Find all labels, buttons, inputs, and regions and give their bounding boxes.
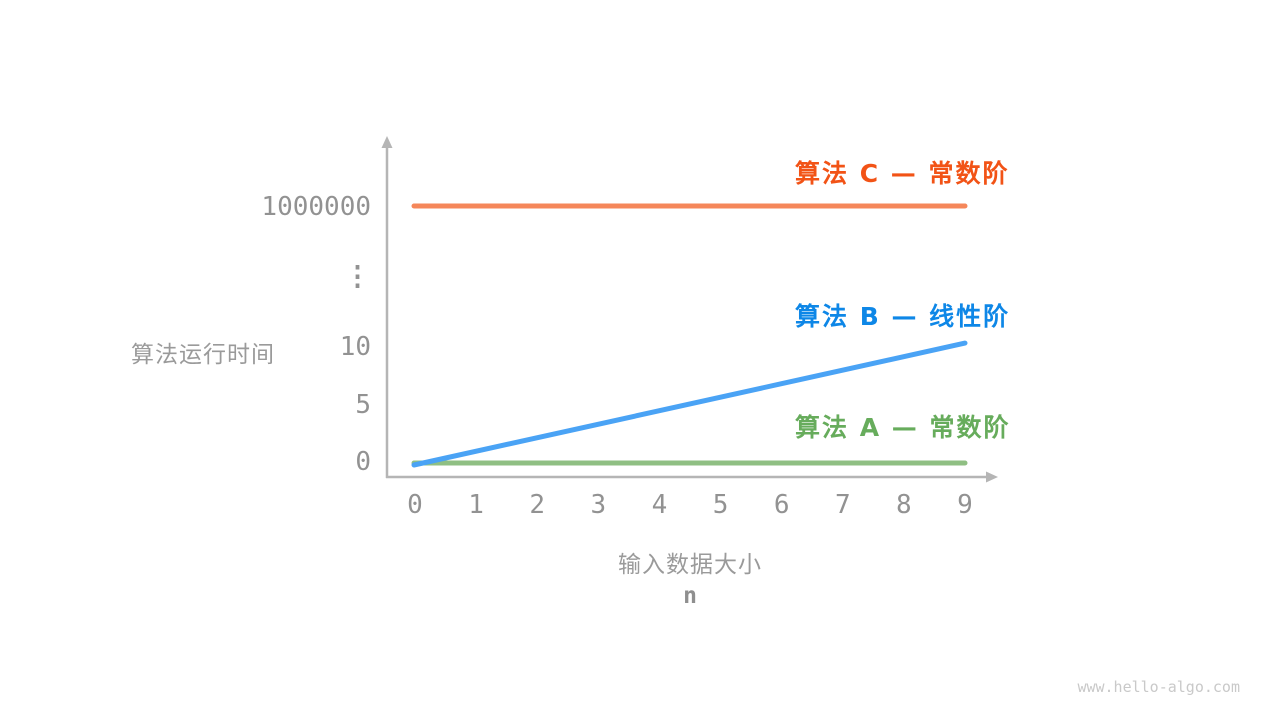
x-tick-label: 0 <box>407 490 423 520</box>
x-tick-label: 9 <box>957 490 973 520</box>
x-axis-variable-label: n <box>683 583 697 609</box>
y-axis-arrowhead-icon <box>381 136 393 148</box>
y-tick-label: 5 <box>355 390 371 420</box>
x-axis-arrowhead-icon <box>986 471 998 483</box>
y-tick-label: 0 <box>355 447 371 477</box>
x-tick-label: 7 <box>834 490 851 520</box>
x-tick-label: 5 <box>712 490 729 520</box>
y-tick-label: ⋮ <box>344 261 371 292</box>
y-tick-label: 1000000 <box>261 192 371 222</box>
watermark: www.hello-algo.com <box>1077 678 1240 696</box>
legend-algorithm-b: 算法 B — 线性阶 <box>795 302 1011 331</box>
x-tick-label: 4 <box>651 490 668 520</box>
x-tick-label: 6 <box>773 490 790 520</box>
x-tick-label: 1 <box>468 490 484 520</box>
y-axis-title: 算法运行时间 <box>131 342 275 368</box>
legend-algorithm-a: 算法 A — 常数阶 <box>795 413 1011 442</box>
x-tick-label: 8 <box>896 490 912 520</box>
series-line-algorithm-b <box>411 340 968 468</box>
x-tick-label: 3 <box>590 490 607 520</box>
x-axis-title: 输入数据大小 <box>618 552 762 578</box>
x-tick-label: 2 <box>529 490 546 520</box>
y-tick-label: 10 <box>339 332 371 362</box>
legend-algorithm-c: 算法 C — 常数阶 <box>795 159 1010 188</box>
